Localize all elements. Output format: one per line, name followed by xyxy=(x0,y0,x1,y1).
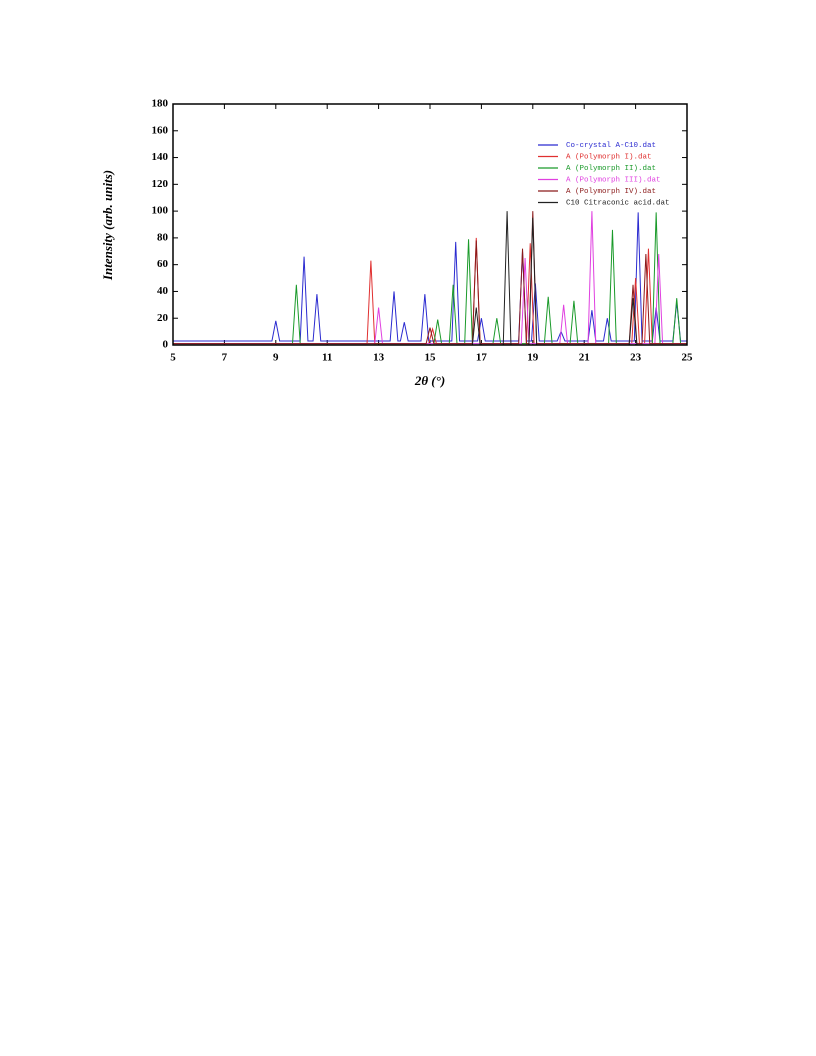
y-tick-label: 20 xyxy=(157,312,169,324)
y-axis-label: Intensity (arb. units) xyxy=(100,170,115,281)
x-tick-label: 17 xyxy=(476,352,488,364)
legend-label: A (Polymorph IV).dat xyxy=(566,188,656,196)
y-tick-label: 160 xyxy=(152,124,169,136)
series-line xyxy=(173,211,687,346)
legend-label: A (Polymorph II).dat xyxy=(566,165,656,173)
series-line xyxy=(173,212,687,345)
series-line xyxy=(173,211,687,345)
x-tick-label: 7 xyxy=(222,352,228,364)
y-tick-label: 100 xyxy=(152,205,169,217)
legend-label: Co-crystal A-C10.dat xyxy=(566,142,656,150)
plot-frame xyxy=(172,103,688,346)
y-tick-label: 0 xyxy=(163,339,169,351)
x-tick-label: 15 xyxy=(425,352,437,364)
x-tick-label: 19 xyxy=(527,352,539,364)
x-axis-label: 2θ (°) xyxy=(414,373,445,388)
legend-label: C10 Citraconic acid.dat xyxy=(566,199,670,207)
x-tick-label: 23 xyxy=(630,352,642,364)
series-line xyxy=(173,212,687,342)
y-tick-label: 180 xyxy=(152,98,169,110)
x-tick-label: 9 xyxy=(273,352,279,364)
y-tick-label: 60 xyxy=(157,258,169,270)
y-tick-label: 80 xyxy=(157,231,169,243)
series-line xyxy=(173,211,687,345)
chart: 0 20 40 60 80 100 120 140 160 180 5 7 9 11 13 15 17 19 21 2… xyxy=(152,98,694,364)
x-tick-label: 25 xyxy=(682,352,694,364)
x-tick-label: 11 xyxy=(322,352,332,364)
legend-label: A (Polymorph III).dat xyxy=(566,176,661,184)
y-tick-label: 140 xyxy=(152,151,169,163)
y-tick-label: 40 xyxy=(157,285,169,297)
x-tick-label: 5 xyxy=(170,352,176,364)
x-tick-label: 13 xyxy=(373,352,385,364)
legend-label: A (Polymorph I).dat xyxy=(566,153,652,161)
y-tick-label: 120 xyxy=(152,178,169,190)
x-tick-label: 21 xyxy=(579,352,590,364)
